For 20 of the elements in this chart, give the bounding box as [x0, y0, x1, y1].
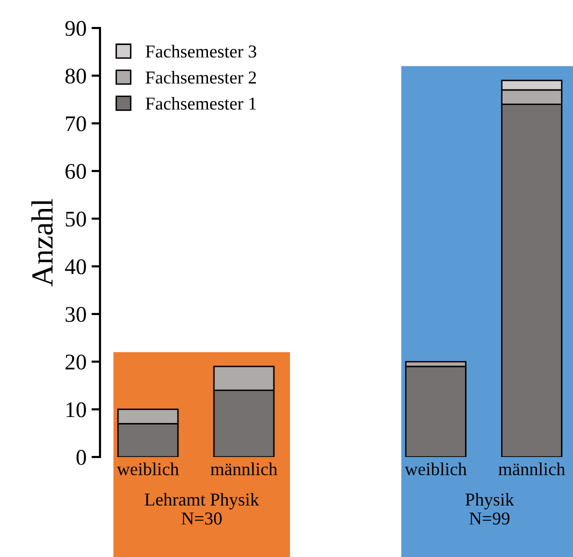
- legend-label: Fachsemester 1: [146, 97, 256, 110]
- y-tick-label: 80: [65, 68, 86, 84]
- x-tick-label: männlich: [498, 462, 566, 476]
- text: Physik N=99: [465, 492, 514, 525]
- y-axis-title: Anzahl: [31, 198, 53, 286]
- y-tick-label: 0: [76, 450, 86, 465]
- y-tick-label: 70: [66, 116, 86, 132]
- x-tick-label: männlich: [210, 462, 278, 476]
- x-tick-label: weiblich: [404, 462, 467, 476]
- x-tick-label: weiblich: [116, 462, 179, 476]
- text: Lehramt Physik N=30: [144, 492, 260, 525]
- y-tick-label: 40: [65, 259, 86, 274]
- y-tick-label: 60: [66, 164, 86, 179]
- y-tick-label: 50: [66, 212, 86, 227]
- y-tick-label: 10: [66, 402, 86, 418]
- y-tick-label: 20: [66, 354, 86, 370]
- legend-label: Fachsemester 3: [146, 44, 256, 58]
- legend-label: Fachsemester 2: [146, 70, 256, 84]
- y-tick-label: 90: [65, 20, 86, 36]
- y-tick-label: 30: [66, 306, 86, 322]
